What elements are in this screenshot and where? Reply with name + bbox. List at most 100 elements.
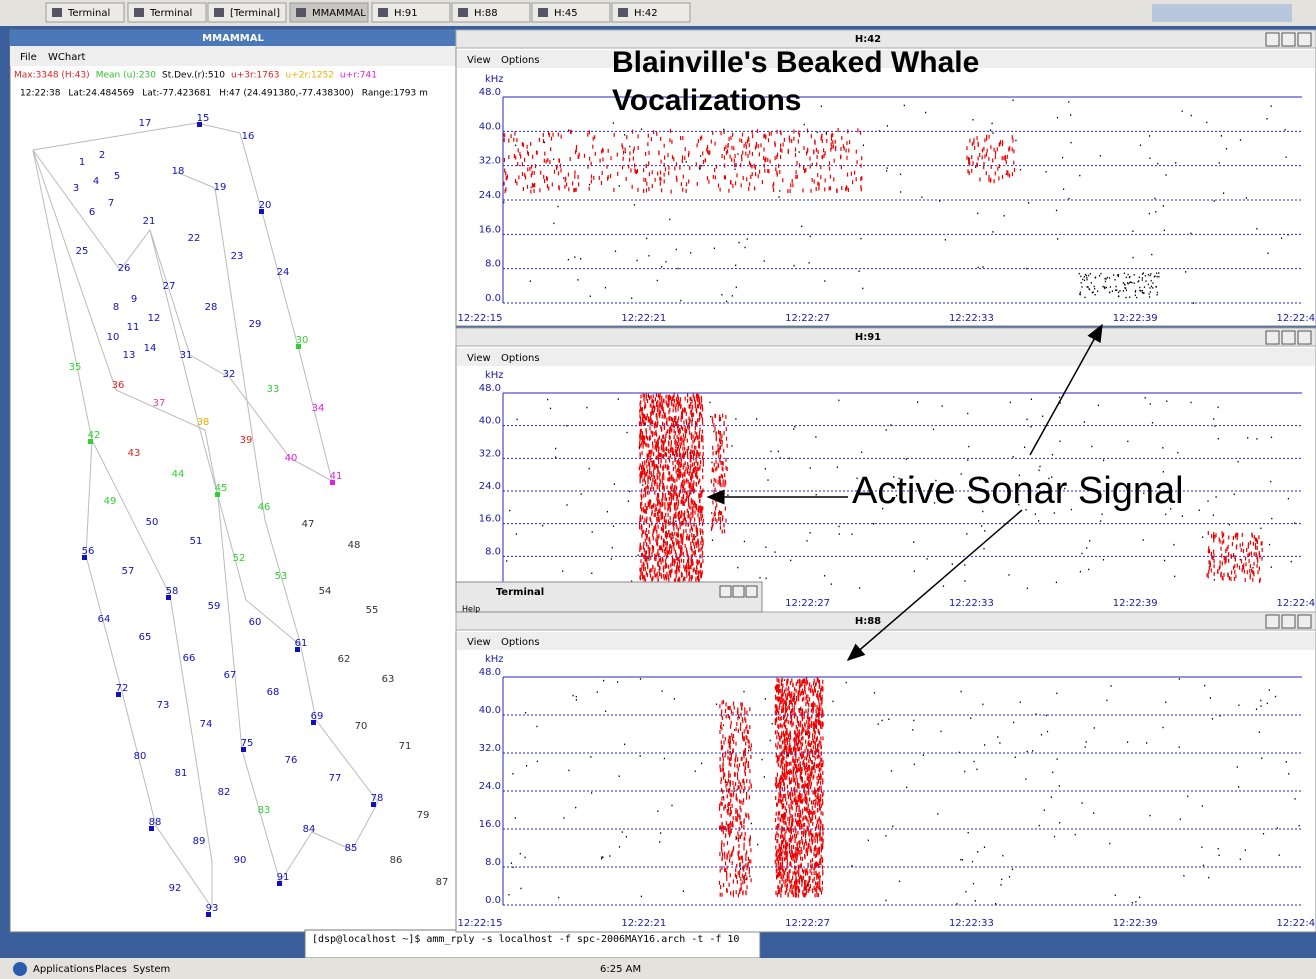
spectrogram-pixel [699, 479, 700, 483]
spectrogram-pixel [970, 717, 971, 719]
spectrogram-pixel [674, 399, 675, 403]
menu-item[interactable]: View [467, 637, 491, 648]
spectrogram-pixel [778, 716, 779, 720]
spectrogram-pixel [784, 812, 785, 816]
taskbar-button[interactable]: H:45 [532, 3, 610, 22]
spectrogram-pixel [807, 783, 808, 787]
spectrogram-pixel [1245, 557, 1246, 561]
spectrogram-pixel [674, 547, 675, 551]
spectrogram-pixel [714, 168, 715, 172]
menu-item[interactable]: Options [501, 353, 540, 364]
spectrogram-pixel [698, 480, 699, 484]
panel-menu[interactable]: Places [95, 964, 127, 975]
button-label[interactable]: H:45 [554, 8, 578, 19]
menu-item[interactable]: View [467, 55, 491, 66]
spectrogram-pixel [737, 772, 738, 776]
spectrogram-pixel [692, 450, 693, 454]
menu-item[interactable]: Options [501, 637, 540, 648]
button-label[interactable]: H:42 [634, 8, 658, 19]
button-label[interactable]: H:88 [474, 8, 498, 19]
spectrogram-pixel [575, 807, 576, 809]
spectrogram-pixel [721, 722, 722, 726]
workspace-switcher[interactable] [1152, 4, 1292, 22]
spectrogram-pixel [663, 574, 664, 578]
button-label[interactable]: MMAMMAL [312, 8, 366, 19]
menu-item[interactable]: Options [501, 55, 540, 66]
spectrogram-pixel [791, 715, 792, 719]
spectrogram-pixel [722, 857, 723, 861]
spectrogram-pixel [1142, 292, 1143, 294]
spectrogram-pixel [914, 571, 915, 573]
window-control[interactable] [1298, 33, 1311, 46]
spectrogram-pixel [690, 469, 691, 473]
menu-item[interactable]: File [20, 52, 37, 63]
spectrogram-pixel [814, 790, 815, 794]
spectrogram-pixel [776, 785, 777, 789]
spectrogram-pixel [1152, 287, 1153, 289]
taskbar-button[interactable]: MMAMMAL [290, 3, 368, 22]
window-control[interactable] [1266, 615, 1279, 628]
taskbar-button[interactable]: H:88 [452, 3, 530, 22]
spectrogram-pixel [514, 154, 515, 158]
spectrogram-pixel [678, 464, 679, 468]
button-label[interactable]: Terminal [67, 8, 110, 19]
spectrogram-pixel [589, 468, 590, 470]
taskbar-button[interactable]: H:91 [372, 3, 450, 22]
spectrogram-pixel [861, 156, 862, 160]
spectrogram-pixel [726, 702, 727, 706]
spectrogram-pixel [568, 130, 569, 132]
menu-item[interactable]: View [467, 353, 491, 364]
window-control[interactable] [1298, 331, 1311, 344]
spectrogram-pixel [1249, 552, 1250, 556]
spectrogram-pixel [725, 781, 726, 783]
spectrogram-pixel [798, 757, 799, 761]
spectrogram-pixel [511, 134, 512, 138]
taskbar-button[interactable]: Terminal [46, 3, 124, 22]
spectrogram-pixel [592, 531, 593, 533]
applications-icon[interactable] [13, 962, 27, 976]
spectrogram-pixel [1012, 172, 1013, 176]
spectrogram-pixel [1249, 569, 1250, 573]
spectrogram-pixel [659, 499, 660, 503]
window-control[interactable] [1266, 331, 1279, 344]
menu-item[interactable]: WChart [48, 52, 85, 63]
button-label[interactable]: H:91 [394, 8, 418, 19]
window-control[interactable] [1282, 331, 1295, 344]
button-label[interactable]: [Terminal] [230, 8, 280, 19]
window-control[interactable] [1282, 615, 1295, 628]
spectrogram-pixel [672, 461, 673, 465]
spectrogram-pixel [1231, 571, 1232, 575]
spectrogram-pixel [675, 550, 676, 554]
spectrogram-pixel [646, 517, 647, 521]
window-control[interactable] [1266, 33, 1279, 46]
spectrogram-pixel [791, 822, 792, 826]
button-label[interactable]: Terminal [149, 8, 192, 19]
spectrogram-pixel [721, 797, 722, 801]
spectrogram-pixel [785, 879, 786, 883]
spectrogram-pixel [587, 133, 588, 137]
spectrogram-pixel [780, 793, 781, 797]
taskbar-button[interactable]: Terminal [128, 3, 206, 22]
panel-menu[interactable]: System [133, 964, 170, 975]
spectrogram-pixel [977, 851, 978, 853]
clock[interactable]: 6:25 AM [600, 964, 641, 975]
spectrogram-pixel [795, 872, 796, 876]
spectrogram-pixel [1208, 877, 1209, 879]
spectrogram-pixel [694, 504, 695, 508]
panel-menu[interactable]: Applications [33, 964, 94, 975]
spectrogram-pixel [647, 443, 648, 447]
window-control[interactable] [1282, 33, 1295, 46]
spectrogram-pixel [1150, 273, 1151, 275]
spectrogram-pixel [527, 145, 528, 149]
spectrogram-pixel [992, 123, 993, 125]
spectrogram-pixel [859, 587, 860, 589]
spectrogram-pixel [563, 817, 564, 819]
spectrogram-pixel [686, 498, 687, 502]
window-control[interactable] [1298, 615, 1311, 628]
taskbar-button[interactable]: [Terminal] [208, 3, 286, 22]
spectrogram-pixel [645, 417, 646, 421]
taskbar-button[interactable]: H:42 [612, 3, 690, 22]
spectrogram-pixel [692, 500, 693, 504]
spectrogram-pixel [676, 444, 677, 448]
spectrogram-pixel [793, 828, 794, 832]
